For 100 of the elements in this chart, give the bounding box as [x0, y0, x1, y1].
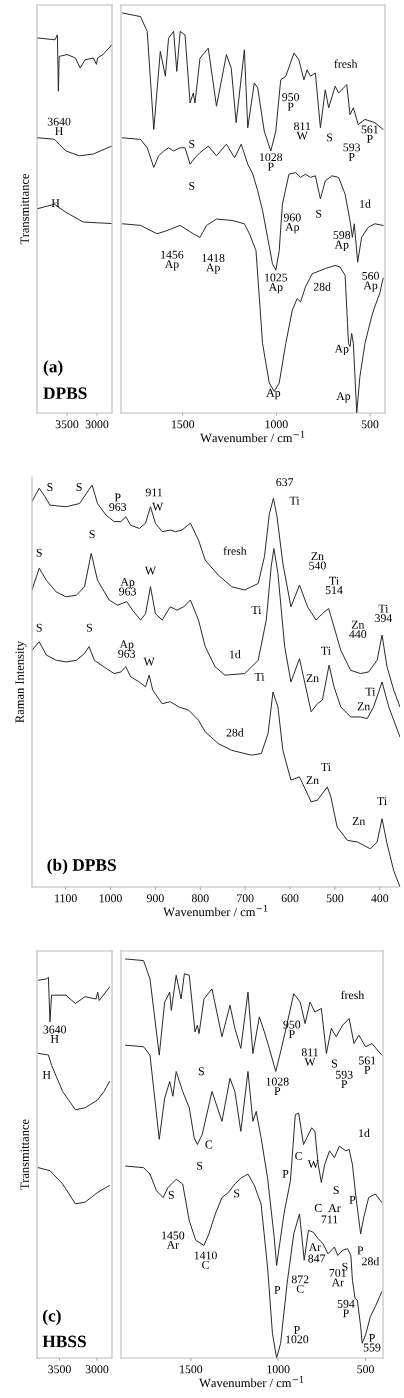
annotation: 28d [226, 728, 244, 737]
annotation: P 1020 [286, 1325, 309, 1344]
x-tick-label: 1000 [267, 1365, 290, 1374]
annotation: 811 W [301, 1048, 318, 1066]
annotation: S [189, 139, 195, 148]
annotation: 1456 Ap [161, 250, 184, 271]
annotation: 561 P [359, 1056, 376, 1074]
annotation: 1028 P [266, 1077, 289, 1095]
annotation: C [314, 1204, 322, 1212]
annotation: 560 Ap [362, 271, 379, 292]
annotation: 711 [321, 1215, 338, 1224]
annotation: S [76, 483, 82, 492]
x-tick-label: 500 [326, 894, 344, 903]
annotation: 872 C [291, 1275, 309, 1293]
annotation: Ti [321, 763, 331, 771]
annotation: Ar [328, 1204, 341, 1212]
annotation: 594 P [337, 1299, 355, 1318]
annotation: Zn 440 [349, 620, 367, 639]
annotation: Zn [352, 817, 366, 826]
annotation: C [205, 1140, 213, 1149]
x-tick-label: 3500 [55, 420, 79, 429]
annotation: P [349, 1196, 356, 1204]
annotation: Ti 514 [325, 576, 343, 595]
annotation: W [143, 657, 155, 666]
annotation: Zn [306, 674, 319, 682]
annotation: HBSS [42, 1335, 86, 1348]
annotation: Zn 540 [309, 552, 326, 570]
annotation: 598 Ap [333, 231, 351, 251]
annotation: 1028 P [260, 153, 283, 171]
annotation: 593 P [336, 1070, 353, 1088]
annotation: P [282, 1169, 289, 1178]
y-axis-title: Transmittance [20, 1119, 29, 1190]
annotation: S [198, 1067, 204, 1076]
x-axis-title: Wavenumber / cm$^{−1}$ [200, 431, 305, 443]
x-axis-title: Wavenumber / cm$^{−1}$ [199, 1376, 304, 1388]
annotation: S [189, 181, 195, 190]
annotation: Ap [336, 392, 351, 403]
x-tick-label: 500 [361, 420, 379, 429]
annotation: fresh [341, 990, 365, 1000]
annotation: 1d [360, 199, 371, 208]
x-tick-label: 400 [371, 894, 389, 903]
annotation: S [331, 1059, 337, 1068]
annotation: 3640 H [43, 1025, 67, 1043]
annotation: Ap [266, 388, 281, 400]
annotation: S [234, 1189, 240, 1198]
annotation: S [86, 623, 92, 632]
annotation: S [89, 530, 95, 539]
annotation: S [327, 133, 333, 142]
annotation: W [307, 1160, 319, 1169]
x-tick-label: 3000 [85, 420, 109, 429]
annotation: P 559 [363, 1334, 381, 1352]
annotation: 950 P [283, 1020, 301, 1038]
annotation: Zn [306, 776, 319, 785]
annotation: 28d [313, 282, 331, 291]
annotation: 701 Ar [329, 1268, 346, 1287]
x-tick-label: 1100 [55, 894, 77, 903]
annotation: H [42, 1071, 51, 1079]
annotation: DPBS [43, 387, 87, 399]
annotation: 847 [308, 1254, 326, 1263]
x-tick-label: 1500 [180, 1365, 203, 1374]
annotation: 637 [276, 478, 294, 487]
x-tick-label: 1000 [99, 894, 122, 903]
annotation: S [197, 1161, 203, 1170]
annotation: Ti [254, 672, 265, 681]
annotation: 3640 H [47, 117, 71, 135]
annotation: 960 Ap [283, 213, 301, 234]
annotation: H [51, 199, 60, 207]
annotation: W [152, 502, 164, 511]
annotation: P [274, 1285, 281, 1294]
annotation: 811 W [294, 122, 311, 140]
annotation: fresh [223, 546, 247, 555]
annotation: Ti 394 [375, 604, 393, 623]
annotation: 1450 Ar [162, 1231, 185, 1249]
annotation: C [295, 1151, 302, 1160]
x-tick-label: 600 [281, 894, 299, 903]
annotation: Ti [365, 687, 376, 696]
x-tick-label: 900 [146, 894, 164, 903]
y-axis-title: Transmittance [20, 173, 29, 245]
annotation: Ap [334, 344, 349, 356]
annotation: S [36, 548, 42, 557]
annotation: (b) DPBS [47, 858, 116, 875]
x-tick-label: 800 [191, 894, 209, 903]
y-axis-title: Raman Intensity [15, 640, 27, 723]
x-tick-label: 3000 [85, 1365, 109, 1374]
annotation: Zn [357, 702, 371, 711]
annotation: 1410 C [194, 1251, 217, 1269]
annotation: S [316, 209, 322, 218]
annotation: Ar [308, 1243, 321, 1251]
annotation: 950 P [282, 93, 300, 111]
annotation: P 963 [109, 493, 127, 511]
annotation: 593 P [343, 143, 361, 161]
x-tick-label: 3500 [48, 1365, 71, 1374]
x-tick-label: 1000 [265, 420, 288, 429]
annotation: S [168, 1191, 174, 1199]
annotation: 561 P [361, 125, 378, 143]
annotation: 911 [145, 488, 162, 497]
annotation: Ap 963 [118, 640, 136, 658]
annotation: 28d [362, 1257, 380, 1266]
x-tick-label: 500 [357, 1365, 374, 1374]
annotation: (c) [43, 1309, 61, 1326]
